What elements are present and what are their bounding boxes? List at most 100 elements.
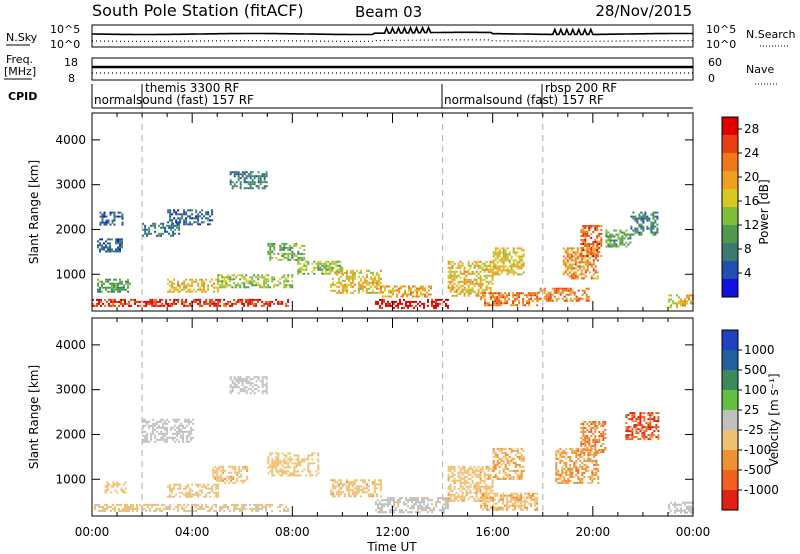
echo-cell xyxy=(577,453,580,456)
echo-cell xyxy=(341,270,344,273)
echo-cell xyxy=(193,298,196,301)
echo-cell xyxy=(619,243,622,246)
echo-cell xyxy=(271,242,274,245)
echo-cell xyxy=(337,285,340,288)
echo-cell xyxy=(489,497,492,500)
colorbar-frame xyxy=(721,116,739,298)
echo-cell xyxy=(453,290,456,293)
echo-cell xyxy=(586,225,589,227)
echo-cell xyxy=(481,485,484,488)
echo-cell xyxy=(489,491,492,494)
echo-cell xyxy=(387,499,389,502)
echo-cell xyxy=(562,273,565,276)
echo-cell xyxy=(506,473,509,476)
echo-cell xyxy=(490,292,493,295)
echo-cell xyxy=(574,259,577,262)
echo-cell xyxy=(349,285,352,288)
echo-cell xyxy=(144,430,147,433)
echo-cell xyxy=(201,485,204,488)
echo-cell xyxy=(580,243,583,245)
echo-cell xyxy=(498,302,501,305)
echo-cell xyxy=(289,452,292,455)
echo-cell xyxy=(477,487,480,490)
echo-cell xyxy=(488,500,491,503)
echo-cell xyxy=(147,505,150,508)
echo-cell xyxy=(508,494,511,497)
echo-cell xyxy=(461,499,464,502)
echo-cell xyxy=(590,451,593,453)
echo-cell xyxy=(297,462,300,465)
echo-cell xyxy=(463,469,466,472)
echo-cell xyxy=(176,418,179,421)
echo-cell xyxy=(327,260,330,263)
echo-cell xyxy=(343,289,346,292)
echo-cell xyxy=(479,475,482,478)
echo-cell xyxy=(547,291,550,294)
y-tick-label: 2000 xyxy=(55,427,86,441)
echo-cell xyxy=(648,227,651,230)
echo-cell xyxy=(592,433,595,435)
echo-cell xyxy=(333,481,336,484)
echo-cell xyxy=(347,491,350,494)
echo-cell xyxy=(249,507,252,510)
echo-cell xyxy=(397,306,399,309)
echo-cell xyxy=(641,412,644,415)
echo-cell xyxy=(463,475,466,478)
echo-cell xyxy=(172,234,175,237)
echo-cell xyxy=(219,298,222,301)
echo-cell xyxy=(502,263,505,266)
echo-cell xyxy=(120,300,122,303)
echo-cell xyxy=(267,300,270,303)
echo-cell xyxy=(598,251,601,253)
echo-cell xyxy=(483,268,486,271)
echo-cell xyxy=(494,304,497,307)
echo-cell xyxy=(273,466,276,469)
echo-cell xyxy=(283,460,286,463)
echo-cell xyxy=(637,424,640,427)
echo-cell xyxy=(532,292,535,295)
echo-cell xyxy=(594,427,597,429)
echo-cell xyxy=(575,299,578,302)
echo-cell xyxy=(223,302,226,305)
echo-cell xyxy=(565,481,568,484)
echo-cell xyxy=(263,284,266,287)
echo-cell xyxy=(423,499,425,502)
echo-cell xyxy=(589,481,592,484)
echo-cell xyxy=(530,502,533,505)
colorbar-tick-label: 100 xyxy=(744,383,767,397)
echo-cell xyxy=(498,304,501,307)
echo-cell xyxy=(518,475,521,478)
echo-cell xyxy=(331,269,334,272)
echo-cell xyxy=(524,500,527,503)
echo-cell xyxy=(197,483,200,486)
echo-cell xyxy=(408,293,410,296)
echo-cell xyxy=(504,292,507,295)
echo-cell xyxy=(159,304,162,307)
echo-cell xyxy=(459,475,462,478)
echo-cell xyxy=(611,235,614,238)
echo-cell xyxy=(592,267,595,270)
echo-cell xyxy=(253,181,256,184)
echo-cell xyxy=(257,181,260,184)
echo-cell xyxy=(287,462,290,465)
echo-cell xyxy=(419,304,421,307)
echo-cell xyxy=(528,502,531,505)
echo-cell xyxy=(487,280,490,283)
echo-cell xyxy=(263,179,266,182)
echo-cell xyxy=(389,304,391,307)
echo-cell xyxy=(245,507,248,510)
echo-cell xyxy=(593,463,596,466)
echo-cell xyxy=(106,485,109,488)
echo-cell xyxy=(218,475,221,478)
echo-cell xyxy=(408,285,410,288)
colorbar-tick-label: 4 xyxy=(744,266,752,280)
echo-cell xyxy=(114,483,117,486)
echo-cell xyxy=(94,507,96,510)
echo-cell xyxy=(512,265,515,268)
echo-cell xyxy=(496,304,499,307)
echo-cell xyxy=(215,493,218,496)
echo-cell xyxy=(502,247,505,250)
echo-cell xyxy=(653,416,656,419)
echo-cell xyxy=(416,287,418,290)
echo-cell xyxy=(357,291,360,294)
